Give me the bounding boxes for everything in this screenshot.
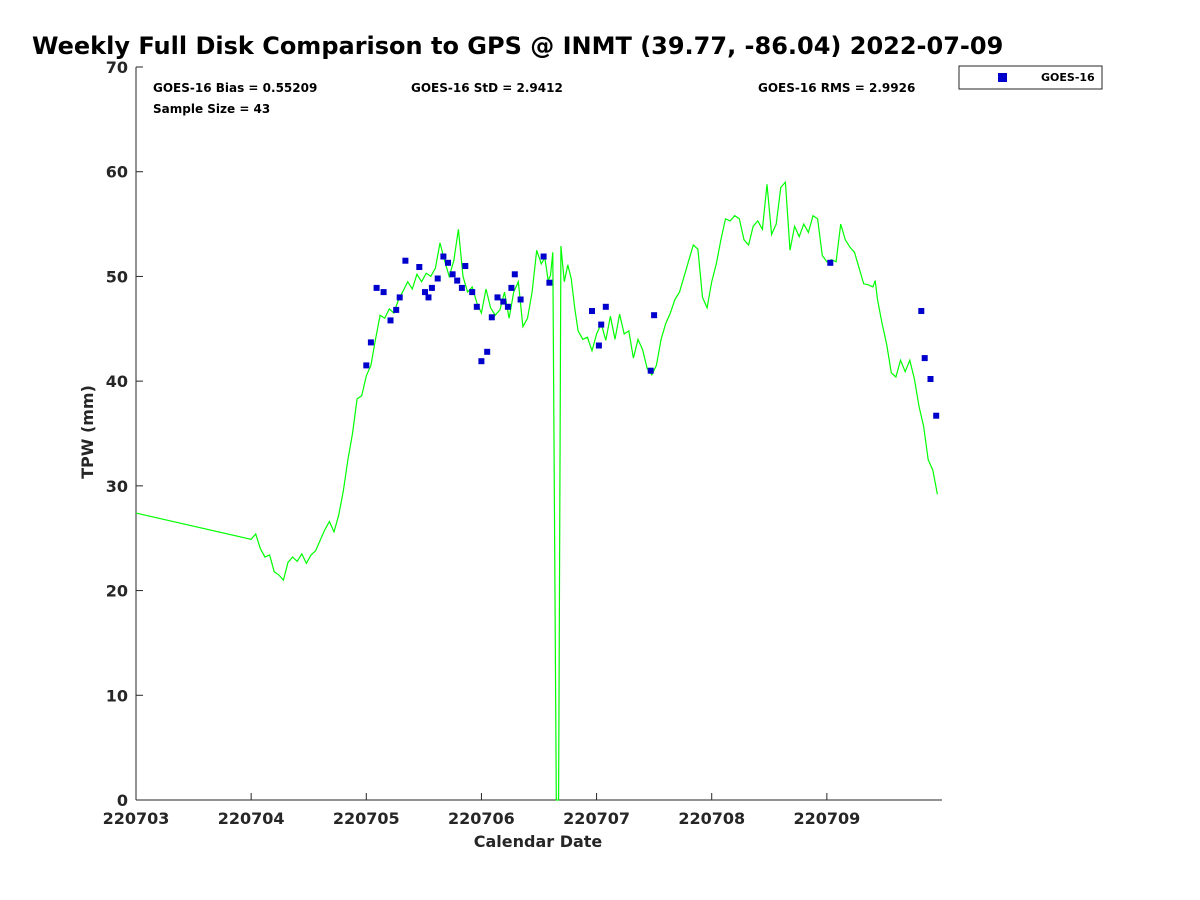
x-tick-label: 220703 — [103, 809, 170, 828]
goes16-point — [469, 289, 476, 296]
goes16-point — [595, 342, 602, 349]
x-tick-label: 220709 — [793, 809, 860, 828]
goes16-point — [504, 303, 511, 310]
goes16-point — [647, 367, 654, 374]
goes16-point — [589, 308, 595, 314]
y-tick-label: 20 — [106, 582, 128, 601]
goes16-point — [488, 314, 495, 321]
goes16-point — [416, 264, 423, 270]
x-tick-label: 220707 — [563, 809, 630, 828]
goes16-point — [462, 263, 469, 269]
x-tick-label: 220706 — [448, 809, 515, 828]
goes16-point — [651, 312, 658, 319]
goes16-point — [396, 294, 403, 301]
goes16-point — [598, 321, 605, 328]
goes16-point — [422, 289, 428, 296]
goes16-point — [500, 298, 507, 305]
goes16-point — [449, 271, 456, 278]
goes16-point — [540, 253, 547, 260]
goes16-point — [918, 308, 925, 314]
goes16-point — [402, 257, 409, 264]
goes16-point — [363, 362, 370, 369]
goes16-point — [425, 294, 432, 301]
y-tick-label: 10 — [106, 686, 128, 705]
goes16-point — [827, 259, 834, 266]
goes16-point — [373, 284, 380, 291]
goes16-point — [517, 296, 524, 303]
goes16-point — [546, 279, 553, 286]
y-ticks: 0 10 20 30 40 50 60 70 — [106, 58, 143, 810]
goes16-point — [511, 271, 518, 278]
gps-series-line — [135, 180, 938, 801]
y-tick-label: 0 — [117, 791, 128, 810]
plot-area — [135, 67, 942, 801]
goes16-point — [454, 277, 461, 284]
legend: GOES-16 — [958, 65, 1103, 90]
goes16-point — [387, 317, 394, 324]
goes16-point — [494, 294, 501, 301]
stat-sample-size: Sample Size = 43 — [153, 102, 270, 116]
goes16-point — [473, 303, 480, 310]
x-axis-label: Calendar Date — [474, 832, 603, 851]
legend-label: GOES-16 — [1041, 71, 1095, 84]
y-axis-label: TPW (mm) — [78, 385, 97, 479]
stat-std: GOES-16 StD = 2.9412 — [411, 81, 563, 95]
chart-title: Weekly Full Disk Comparison to GPS @ INM… — [32, 32, 1003, 60]
x-tick-label: 220708 — [678, 809, 745, 828]
stat-rms: GOES-16 RMS = 2.9926 — [758, 81, 915, 95]
goes16-point — [921, 355, 928, 362]
x-ticks: 220703 220704 220705 220706 220707 220708 2207… — [103, 793, 860, 828]
goes16-point — [602, 303, 609, 310]
series-layer — [135, 180, 940, 801]
y-tick-label: 70 — [106, 58, 128, 77]
goes16-point — [440, 253, 447, 260]
goes16-point — [434, 275, 441, 282]
goes16-point — [933, 412, 940, 419]
goes16-point — [380, 289, 387, 296]
legend-marker — [998, 73, 1007, 82]
y-tick-label: 50 — [106, 267, 128, 286]
goes16-point — [484, 348, 491, 355]
y-tick-label: 60 — [106, 163, 128, 182]
goes16-point — [508, 284, 515, 291]
goes16-point — [393, 306, 400, 313]
goes16-point — [445, 259, 451, 266]
goes16-point — [927, 376, 934, 382]
goes16-point — [367, 339, 374, 346]
x-tick-label: 220705 — [333, 809, 400, 828]
legend-box — [958, 65, 1103, 90]
goes16-point — [428, 284, 435, 291]
x-tick-label: 220704 — [218, 809, 285, 828]
stat-bias: GOES-16 Bias = 0.55209 — [153, 81, 317, 95]
goes16-point — [478, 358, 485, 365]
y-tick-label: 40 — [106, 372, 128, 391]
goes16-point — [458, 284, 465, 291]
y-tick-label: 30 — [106, 477, 128, 496]
